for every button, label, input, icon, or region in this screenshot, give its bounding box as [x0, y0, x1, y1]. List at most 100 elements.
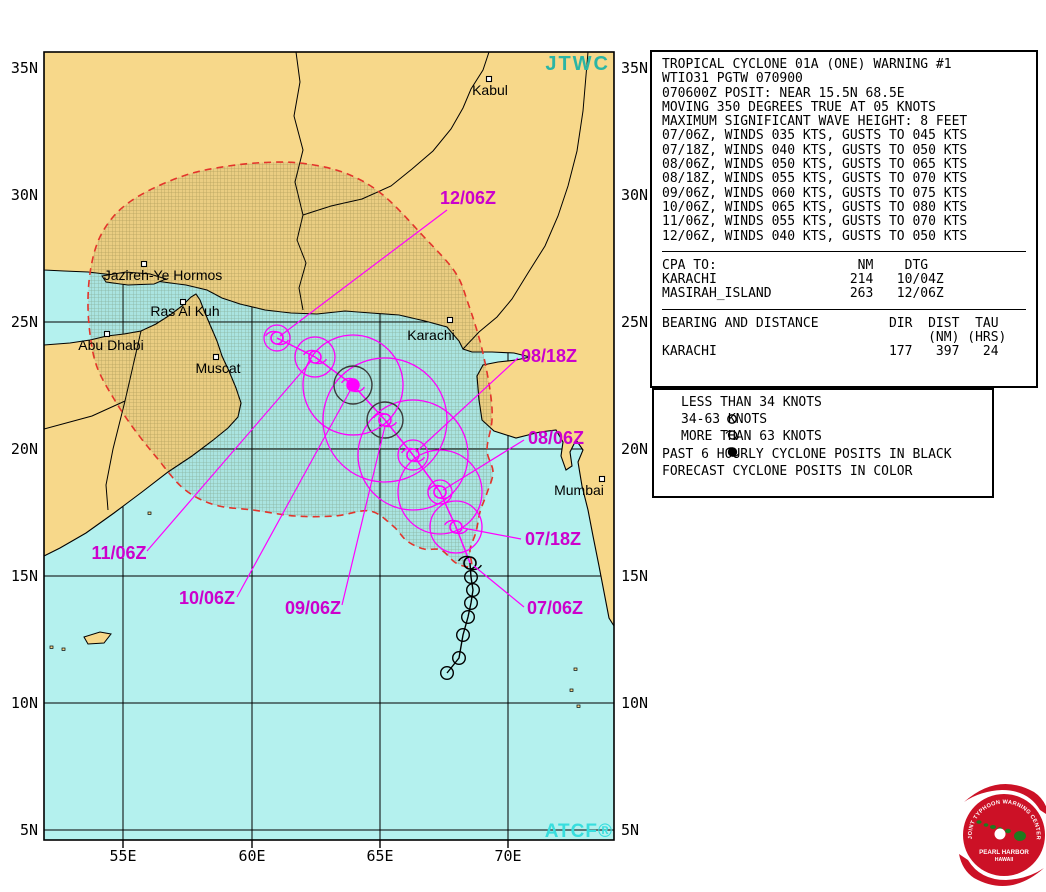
lat-label-right-15N: 15N — [621, 567, 648, 585]
label-leader-line — [473, 565, 525, 608]
forecast-track — [263, 324, 483, 571]
jtwc-seal-logo: JOINT TYPHOON WARNING CENTER PEARL HARBO… — [959, 784, 1046, 886]
cpa-line: MASIRAH_ISLAND 263 12/06Z — [662, 286, 944, 302]
islet — [569, 688, 574, 692]
city-marker-abu-dhabi — [103, 330, 111, 338]
seal-line1: PEARL HARBOR — [979, 849, 1029, 856]
lat-label-right-25N: 25N — [621, 313, 648, 331]
legend-notes: PAST 6 HOURLY CYCLONE POSITS IN BLACK FOR… — [662, 446, 986, 480]
legend-note: FORECAST CYCLONE POSITS IN COLOR — [662, 464, 913, 479]
lat-label-right-30N: 30N — [621, 186, 648, 204]
country-border — [462, 52, 589, 350]
past-position — [456, 628, 471, 643]
past-track — [440, 562, 481, 681]
track-labels: 12/06Z 08/18Z 08/06Z 07/18Z 07/06Z 09/06Z 10/0… — [91, 188, 584, 618]
city-marker-jazireh-ye-hormos — [140, 260, 148, 268]
cyclone-posit-07-06Z — [458, 555, 482, 571]
wind-radius-circle — [294, 336, 336, 378]
track-label-07-18Z: 07/18Z — [525, 529, 581, 549]
warning-line: TROPICAL CYCLONE 01A (ONE) WARNING #1 — [662, 57, 952, 72]
lat-label-left-20N: 20N — [11, 440, 38, 458]
lon-label-70E: 70E — [494, 847, 521, 865]
city-label-karachi: Karachi — [407, 327, 454, 343]
city-label-jazireh-ye-hormos: Jazireh-Ye Hormos — [104, 267, 223, 283]
cyclone-posit-12-06Z — [265, 330, 289, 346]
wind-radius-circle — [397, 439, 429, 471]
cpa-line: CPA TO: NM DTG — [662, 257, 929, 273]
label-leader-line — [462, 527, 522, 540]
islet — [576, 704, 581, 708]
label-leader-line — [415, 357, 519, 453]
atcf-watermark: ATCF® — [545, 821, 613, 842]
axis-labels: 55E 60E 65E 70E 35N 35N 30N 30N 25N 25N 20N 20N 15N 1… — [11, 59, 648, 865]
warning-line: MAXIMUM SIGNIFICANT WAVE HEIGHT: 8 FEET — [662, 114, 968, 130]
bearing-line: BEARING AND DISTANCE DIR DIST TAU — [662, 315, 999, 331]
storm-symbol-icon — [662, 413, 740, 440]
label-leader-line — [236, 388, 352, 598]
lat-label-left-35N: 35N — [11, 59, 38, 77]
legend-item-gt63: MORE THAN 63 KNOTS — [662, 429, 986, 457]
islet — [49, 645, 54, 649]
track-label-10-06Z: 10/06Z — [179, 588, 235, 608]
tc-warning-map: 12/06Z 08/18Z 08/06Z 07/18Z 07/06Z 09/06Z 10/0… — [11, 51, 648, 865]
warning-line: 07/18Z, WINDS 040 KTS, GUSTS TO 050 KTS — [662, 142, 968, 158]
islet — [573, 667, 578, 671]
city-marker-kabul — [485, 75, 493, 83]
city-marker-karachi — [446, 316, 454, 324]
warning-line: 07/06Z, WINDS 035 KTS, GUSTS TO 045 KTS — [662, 128, 968, 144]
past-position — [461, 610, 476, 625]
cpa-line: KARACHI 214 10/04Z — [662, 272, 944, 288]
warning-line: MOVING 350 DEGREES TRUE AT 05 KNOTS — [662, 99, 936, 115]
country-border — [105, 400, 126, 511]
lat-label-right-5N: 5N — [621, 821, 639, 839]
lon-label-60E: 60E — [238, 847, 265, 865]
track-label-11-06Z: 11/06Z — [91, 543, 146, 563]
wind-radius-circle — [429, 500, 483, 554]
map-frame — [43, 51, 615, 841]
warning-line: 12/06Z, WINDS 040 KTS, GUSTS TO 050 KTS — [662, 228, 968, 244]
wind-radius-circle — [357, 399, 469, 511]
islet — [61, 647, 66, 651]
island-masirah — [83, 631, 112, 645]
warning-line: 08/06Z, WINDS 050 KTS, GUSTS TO 065 KTS — [662, 157, 968, 173]
lat-label-right-35N: 35N — [621, 59, 648, 77]
past-position — [452, 651, 467, 666]
warning-line: 070600Z POSIT: NEAR 15.5N 68.5E — [662, 85, 905, 101]
bearing-line: (NM) (HRS) — [662, 330, 1007, 346]
warning-line: 11/06Z, WINDS 055 KTS, GUSTS TO 070 KTS — [662, 214, 968, 230]
city-marker-muscat — [212, 353, 220, 361]
wind-radius-circle — [427, 479, 453, 505]
warning-lines: TROPICAL CYCLONE 01A (ONE) WARNING #1 WTI… — [662, 57, 1032, 244]
wind-radius-circle-dark — [366, 401, 404, 439]
seal-bottom-tail — [959, 854, 1044, 886]
track-label-08-06Z: 08/06Z — [528, 428, 584, 448]
map-canvas: 12/06Z 08/18Z 08/06Z 07/18Z 07/06Z 09/06Z 10/0… — [44, 52, 614, 842]
track-label-08-18Z: 08/18Z — [521, 346, 577, 366]
cyclone-posit-10-06Z — [341, 377, 365, 393]
track-label-09-06Z: 09/06Z — [285, 598, 341, 618]
city-marker-mumbai — [598, 475, 606, 483]
lat-label-left-30N: 30N — [11, 186, 38, 204]
label-leader-line — [146, 359, 313, 552]
lat-label-left-15N: 15N — [11, 567, 38, 585]
divider — [662, 308, 1026, 310]
lat-label-right-10N: 10N — [621, 694, 648, 712]
country-border — [44, 400, 126, 430]
city-label-kabul: Kabul — [472, 82, 508, 98]
bearing-lines: BEARING AND DISTANCE DIR DIST TAU (NM) (… — [662, 315, 1032, 360]
past-position — [464, 596, 479, 611]
legend-label: LESS THAN 34 KNOTS — [681, 395, 822, 411]
cities: Kabul Jazireh-Ye Hormos Ras Al Kuh Abu Dhab… — [78, 75, 606, 498]
jtwc-watermark: JTWC — [545, 53, 610, 75]
lat-label-left-5N: 5N — [20, 821, 38, 839]
hurricane-symbol-icon — [662, 430, 740, 457]
city-marker-ras-al-kuh — [179, 298, 187, 306]
city-label-mumbai: Mumbai — [554, 482, 604, 498]
warning-line: 08/18Z, WINDS 055 KTS, GUSTS TO 070 KTS — [662, 171, 968, 187]
divider — [662, 250, 1026, 252]
track-label-12-06Z: 12/06Z — [440, 188, 496, 208]
legend-item-lt34: LESS THAN 34 KNOTS — [662, 395, 986, 424]
label-leader-line — [442, 439, 525, 491]
city-label-ras-al-kuh: Ras Al Kuh — [150, 303, 219, 319]
